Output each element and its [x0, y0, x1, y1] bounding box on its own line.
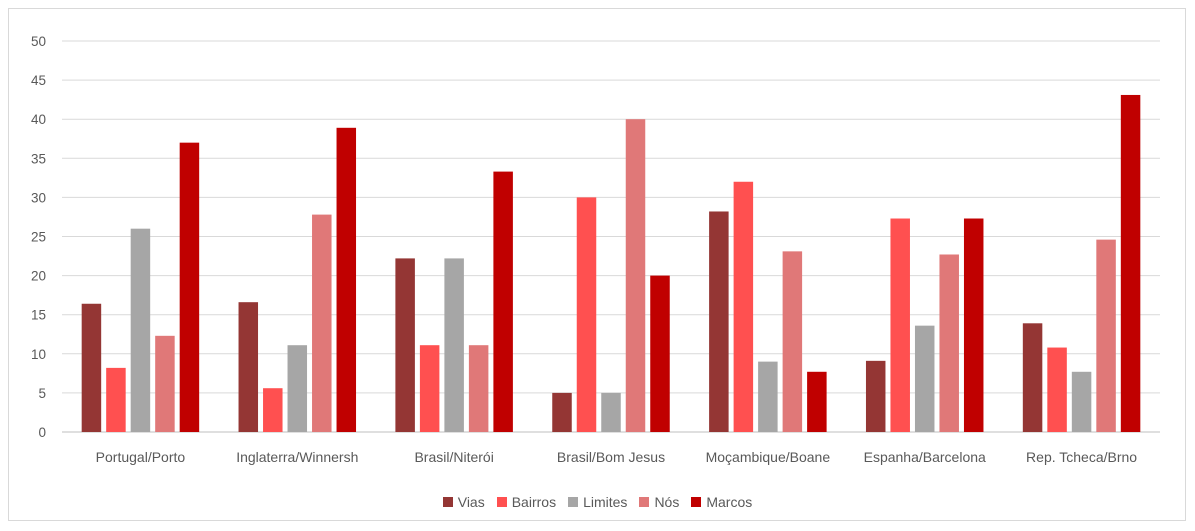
bar-ns — [625, 119, 646, 432]
x-category-label: Brasil/Niterói — [414, 449, 493, 465]
bar-bairros — [106, 367, 126, 432]
bar-ns — [1096, 239, 1116, 432]
bar-limites — [1071, 371, 1092, 432]
bar-vias — [238, 302, 259, 432]
y-tick-label: 10 — [31, 347, 46, 362]
bar-marcos — [493, 171, 513, 432]
x-category-label: Espanha/Barcelona — [864, 449, 986, 465]
y-tick-label: 20 — [31, 269, 46, 284]
legend-label: Marcos — [706, 494, 753, 510]
y-tick-label: 40 — [31, 112, 46, 127]
bar-vias — [865, 360, 886, 432]
y-tick-label: 15 — [31, 308, 46, 323]
bar-marcos — [1120, 94, 1141, 432]
legend-swatch — [568, 497, 579, 507]
bar-bairros — [576, 197, 597, 432]
legend-swatch — [639, 497, 650, 507]
bar-bairros — [890, 218, 910, 432]
chart-legend: Vias Bairros Limites Nós Marcos — [0, 494, 1195, 510]
bar-bairros — [1047, 347, 1067, 432]
x-category-label: Inglaterra/Winnersh — [236, 449, 358, 465]
bar-ns — [155, 335, 175, 432]
bar-limites — [758, 361, 778, 432]
bar-ns — [312, 214, 332, 432]
legend-item: Limites — [568, 494, 627, 510]
bar-ns — [939, 254, 959, 432]
bar-vias — [552, 392, 572, 432]
bar-vias — [709, 211, 729, 432]
bar-limites — [444, 258, 464, 432]
legend-item: Nós — [639, 494, 679, 510]
legend-label: Nós — [654, 494, 680, 510]
legend-item: Marcos — [691, 494, 752, 510]
bar-bairros — [419, 345, 440, 432]
y-tick-label: 5 — [38, 386, 46, 401]
bar-ns — [782, 251, 803, 432]
bar-vias — [395, 258, 415, 432]
legend-label: Limites — [583, 494, 628, 510]
x-category-label: Portugal/Porto — [96, 449, 186, 465]
legend-item: Vias — [442, 494, 485, 510]
y-tick-label: 50 — [31, 34, 46, 49]
y-tick-label: 35 — [31, 151, 46, 166]
bar-bairros — [263, 388, 283, 432]
bar-vias — [81, 303, 102, 432]
x-category-label: Moçambique/Boane — [706, 449, 831, 465]
bar-bairros — [733, 181, 754, 432]
y-tick-label: 0 — [38, 425, 46, 440]
bar-limites — [130, 228, 151, 432]
bar-ns — [468, 345, 489, 432]
y-tick-label: 30 — [31, 190, 46, 205]
x-category-label: Brasil/Bom Jesus — [557, 449, 665, 465]
legend-item: Bairros — [496, 494, 557, 510]
y-tick-label: 45 — [31, 73, 46, 88]
bar-marcos — [807, 371, 827, 432]
chart-frame — [8, 8, 1186, 521]
bar-limites — [287, 345, 308, 432]
bar-chart: 0 5 10 15 20 25 30 35 40 45 50 Portugal/Porto Inglat… — [31, 34, 1160, 465]
x-category-label: Rep. Tcheca/Brno — [1026, 449, 1137, 465]
legend-swatch — [691, 497, 702, 507]
legend-label: Bairros — [511, 494, 557, 510]
bar-marcos — [179, 142, 200, 432]
legend-swatch — [496, 497, 507, 507]
y-tick-label: 25 — [31, 230, 46, 245]
bar-vias — [1022, 323, 1043, 432]
bar-limites — [914, 325, 935, 432]
legend-label: Vias — [457, 494, 485, 510]
bar-marcos — [963, 218, 984, 432]
bar-marcos — [336, 127, 357, 432]
bar-limites — [601, 392, 621, 432]
bar-marcos — [650, 275, 670, 432]
legend-swatch — [442, 497, 453, 507]
